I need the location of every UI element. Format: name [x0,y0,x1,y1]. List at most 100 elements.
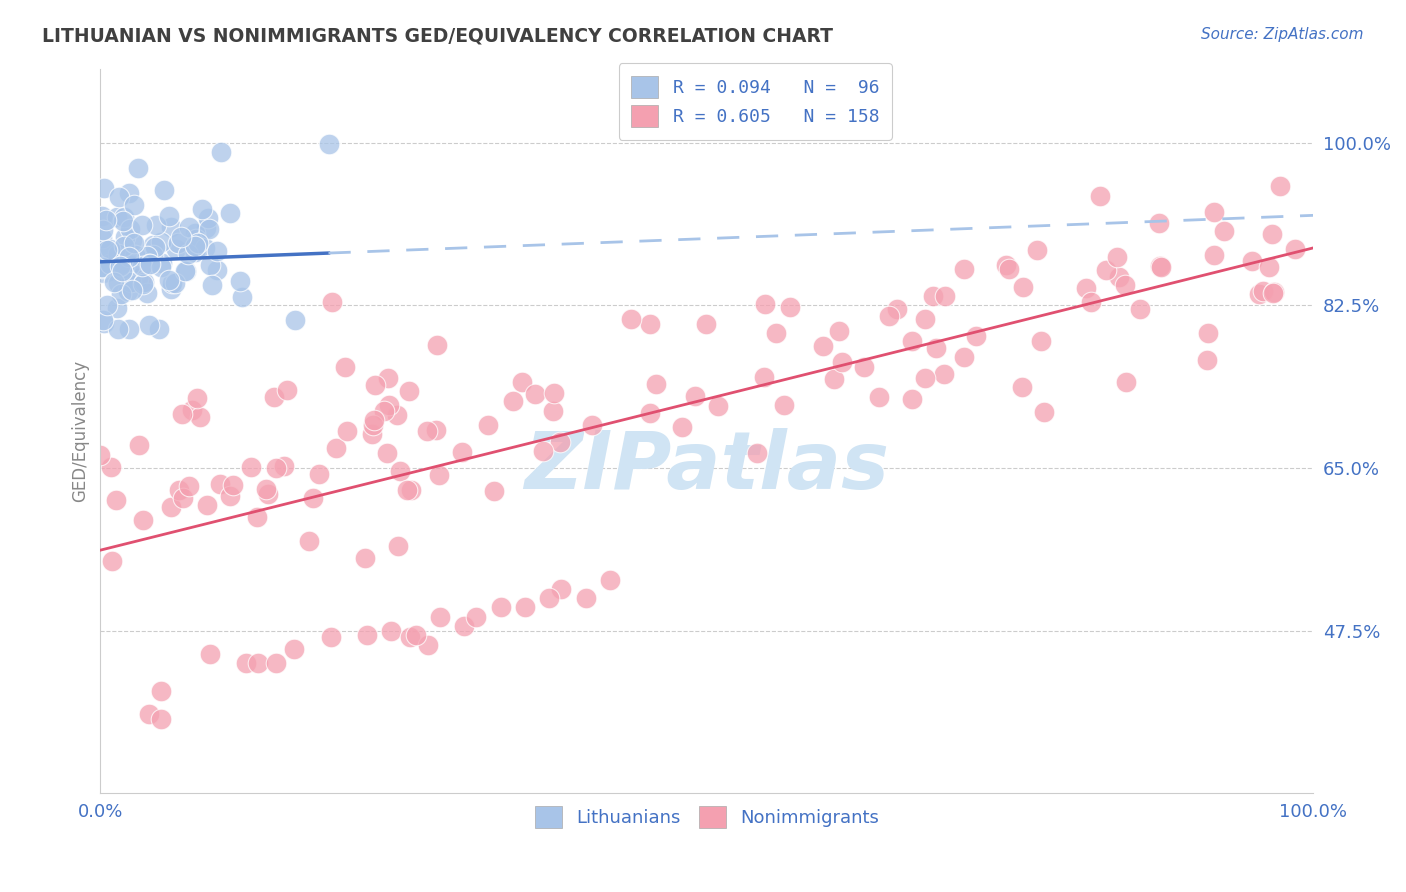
Point [159,282,181,296]
Point [1011,280,1033,294]
Point [198,258,221,272]
Point [380,624,402,638]
Point [1249,286,1271,301]
Point [93,181,115,195]
Point [91,255,114,269]
Point [120,275,142,289]
Point [172,491,194,505]
Point [1088,189,1111,203]
Point [1029,334,1052,348]
Point [165,242,187,256]
Point [128,161,150,175]
Point [247,657,270,671]
Point [1261,227,1284,241]
Point [1011,380,1033,394]
Point [1095,263,1118,277]
Point [91,223,114,237]
Point [828,324,851,338]
Point [356,628,378,642]
Point [994,258,1017,272]
Point [1115,375,1137,389]
Point [186,391,208,405]
Point [333,359,356,374]
Point [228,274,250,288]
Point [201,278,224,293]
Point [98,242,121,256]
Point [160,500,183,515]
Point [640,406,662,420]
Point [96,243,118,257]
Point [1032,405,1054,419]
Point [773,398,796,412]
Point [373,404,395,418]
Point [1261,285,1284,300]
Point [134,275,156,289]
Point [235,657,257,671]
Point [184,239,207,253]
Point [914,371,936,385]
Point [132,513,155,527]
Point [276,383,298,397]
Point [150,712,173,726]
Point [174,263,197,277]
Point [254,482,277,496]
Point [877,309,900,323]
Point [107,322,129,336]
Point [707,400,730,414]
Point [325,441,347,455]
Point [90,260,112,275]
Point [925,342,948,356]
Point [921,289,943,303]
Point [122,198,145,212]
Point [752,370,775,384]
Point [264,461,287,475]
Point [209,477,232,491]
Point [1204,248,1226,262]
Point [118,258,141,272]
Point [1240,254,1263,268]
Point [388,464,411,478]
Point [427,467,450,482]
Point [375,446,398,460]
Point [197,211,219,225]
Point [502,394,524,409]
Point [132,277,155,292]
Point [263,390,285,404]
Point [124,236,146,251]
Point [138,257,160,271]
Point [361,417,384,432]
Point [177,219,200,234]
Point [1257,260,1279,274]
Point [100,554,122,568]
Point [1253,285,1275,299]
Point [385,409,408,423]
Point [138,707,160,722]
Point [131,218,153,232]
Point [198,647,221,661]
Point [131,273,153,287]
Point [222,478,245,492]
Point [188,409,211,424]
Point [405,628,427,642]
Point [174,263,197,277]
Point [671,420,693,434]
Point [364,378,387,392]
Point [823,372,845,386]
Point [112,239,135,253]
Point [187,235,209,250]
Point [377,398,399,412]
Point [297,534,319,549]
Point [218,489,240,503]
Point [353,551,375,566]
Point [765,326,787,341]
Point [149,260,172,274]
Point [645,376,668,391]
Point [118,222,141,236]
Point [429,609,451,624]
Point [138,257,160,271]
Point [264,657,287,671]
Point [91,260,114,275]
Point [451,445,474,459]
Point [1105,250,1128,264]
Point [135,285,157,300]
